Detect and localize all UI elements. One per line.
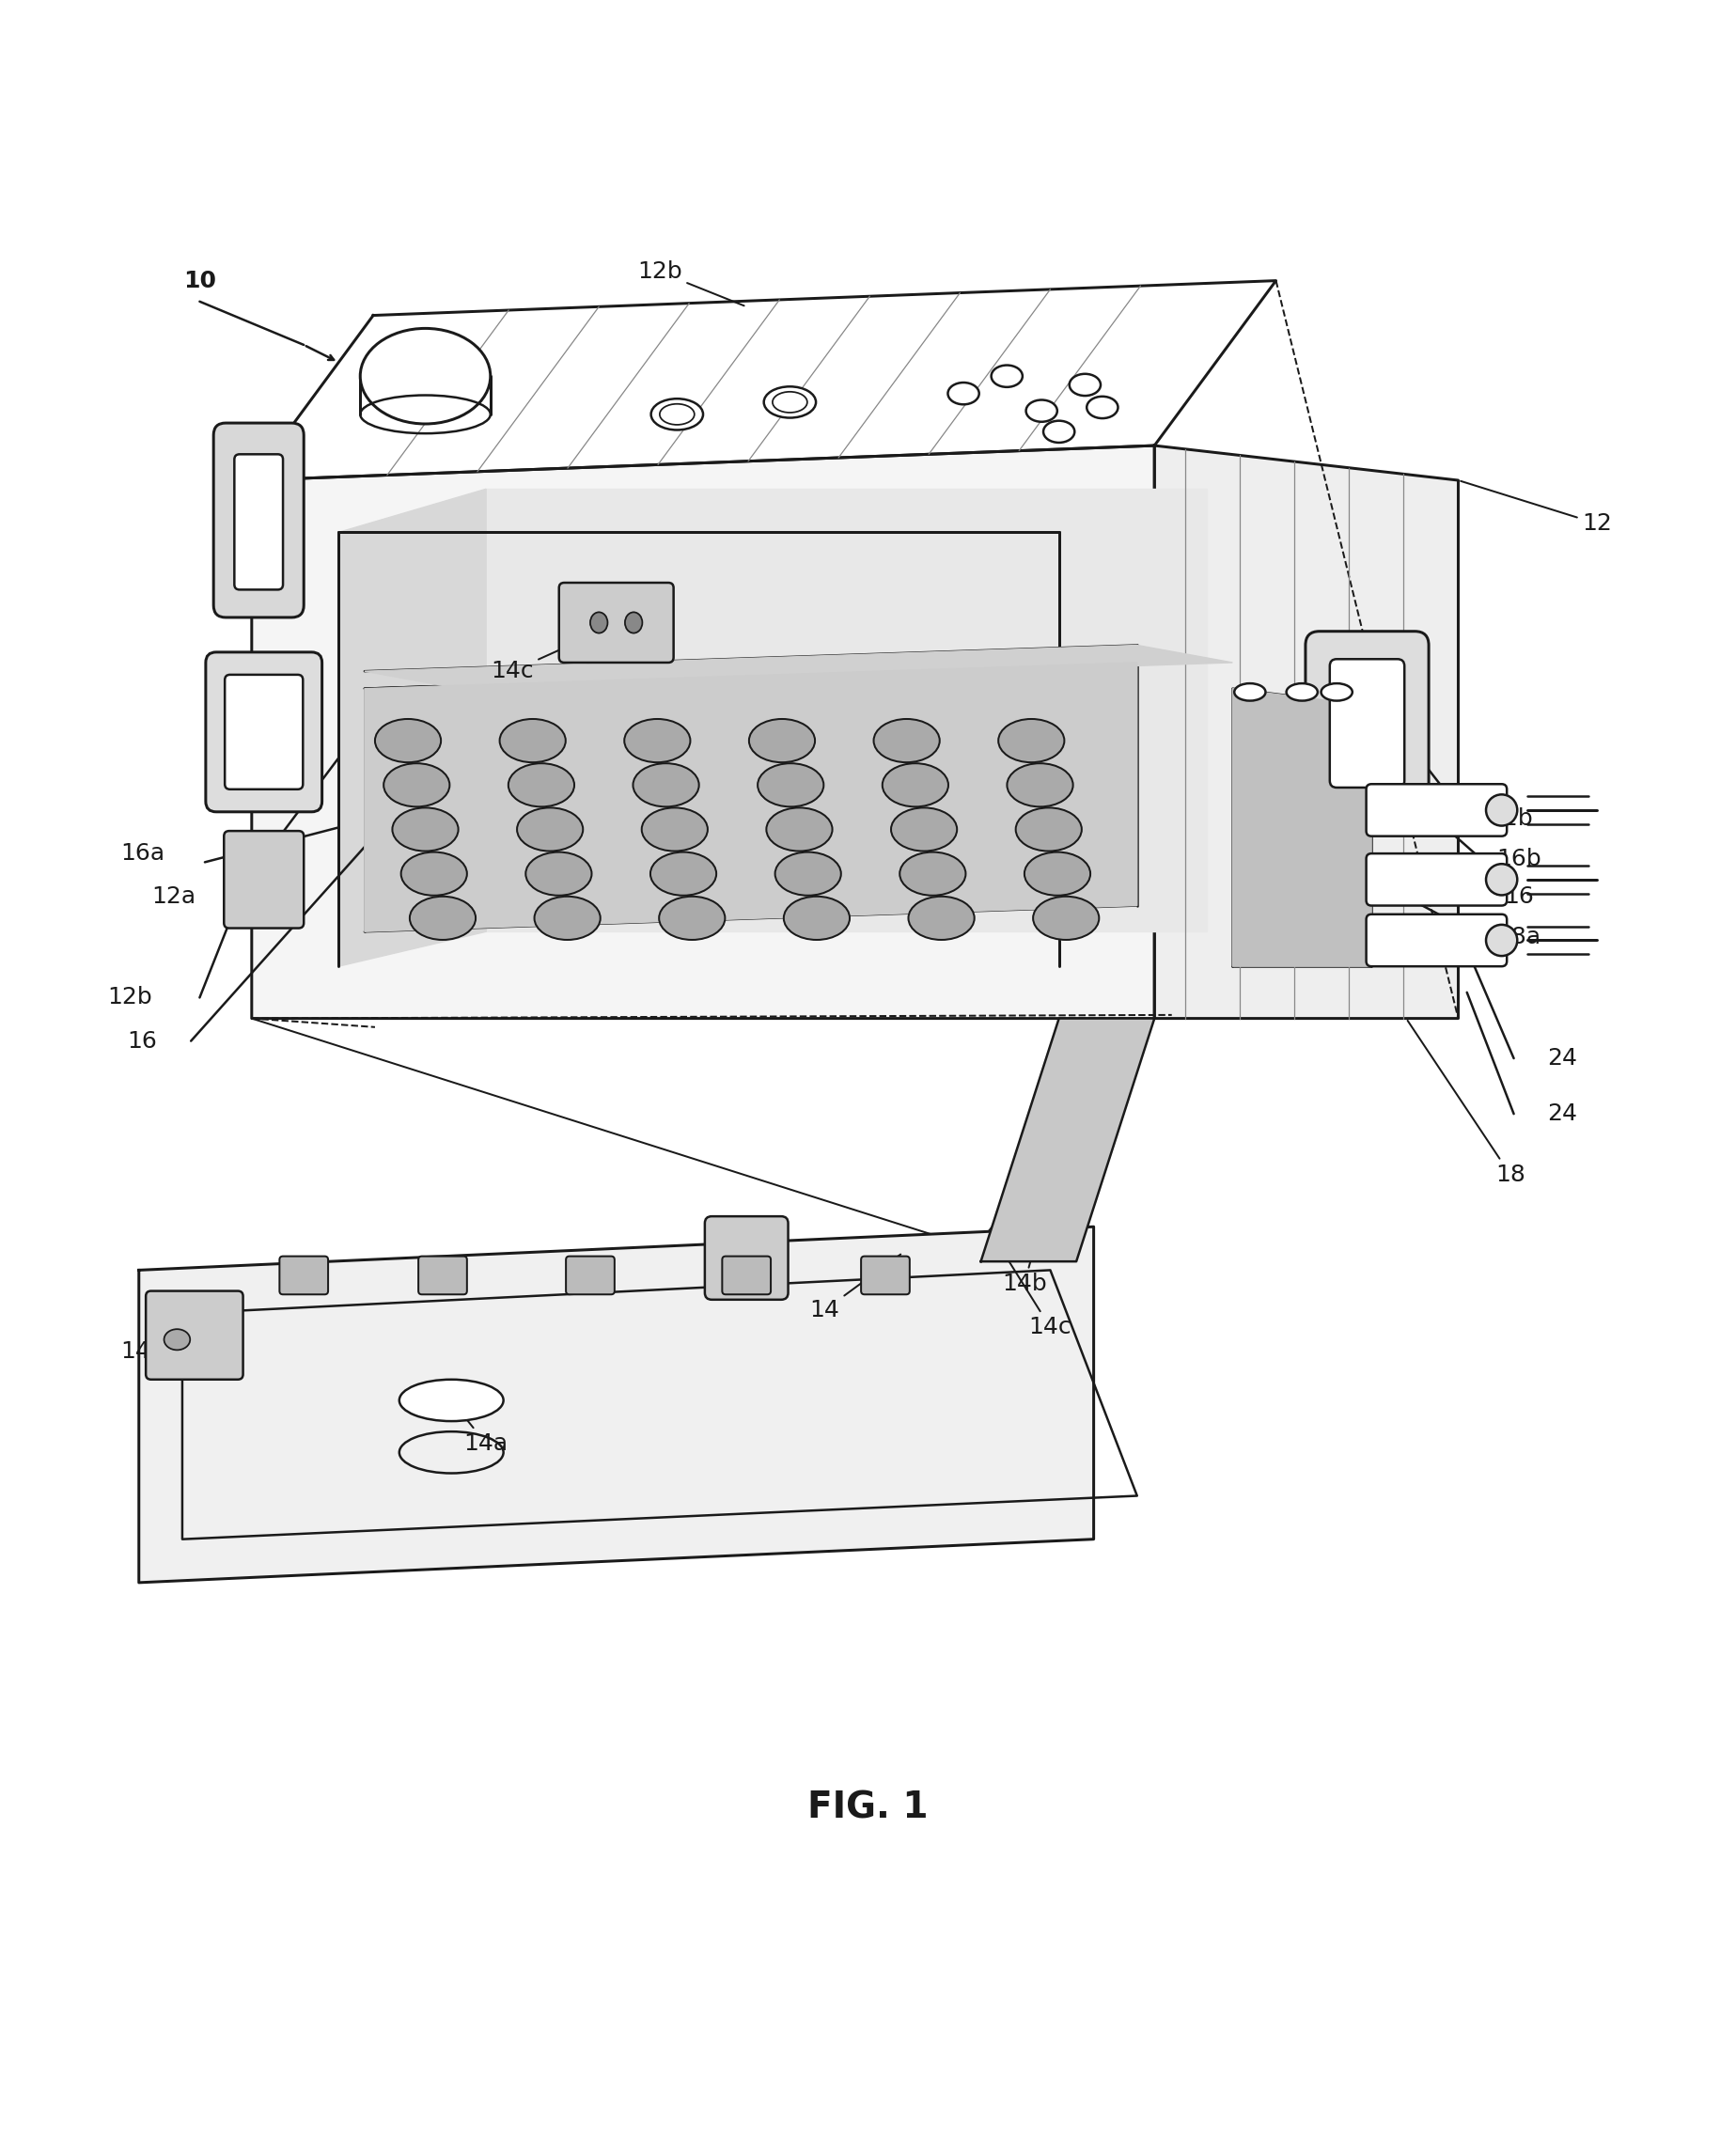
Text: 16: 16 [127, 1030, 158, 1051]
Ellipse shape [948, 383, 979, 405]
Ellipse shape [882, 764, 948, 807]
Text: 12b: 12b [1488, 807, 1533, 831]
Ellipse shape [908, 897, 974, 940]
FancyBboxPatch shape [1330, 659, 1404, 788]
Ellipse shape [899, 852, 965, 895]
Text: 16b: 16b [1496, 848, 1542, 869]
Ellipse shape [526, 852, 592, 895]
Text: 18a: 18a [1496, 925, 1542, 948]
Ellipse shape [774, 852, 840, 895]
Text: 14a: 14a [453, 1402, 509, 1456]
FancyBboxPatch shape [705, 1216, 788, 1300]
Text: 14c: 14c [122, 1340, 163, 1364]
Text: 14c: 14c [491, 625, 615, 683]
Ellipse shape [642, 807, 708, 852]
Ellipse shape [783, 897, 849, 940]
Ellipse shape [509, 764, 575, 807]
Polygon shape [252, 445, 1154, 1019]
Text: 12: 12 [1460, 482, 1613, 535]
Ellipse shape [634, 764, 700, 807]
FancyBboxPatch shape [205, 653, 323, 811]
Ellipse shape [998, 719, 1064, 762]
Ellipse shape [1234, 683, 1266, 700]
Ellipse shape [757, 764, 823, 807]
Polygon shape [365, 662, 1137, 931]
Ellipse shape [1016, 807, 1082, 852]
Polygon shape [339, 488, 486, 966]
Ellipse shape [384, 764, 450, 807]
Ellipse shape [1486, 794, 1517, 826]
Text: 14b: 14b [1002, 1160, 1059, 1295]
FancyBboxPatch shape [861, 1257, 910, 1295]
FancyBboxPatch shape [234, 454, 283, 589]
Polygon shape [365, 644, 1233, 689]
Ellipse shape [651, 398, 703, 430]
Ellipse shape [535, 897, 601, 940]
FancyBboxPatch shape [226, 674, 302, 790]
Text: 10: 10 [184, 270, 215, 291]
Ellipse shape [401, 852, 467, 895]
FancyBboxPatch shape [1305, 632, 1429, 816]
Ellipse shape [1486, 925, 1517, 955]
Ellipse shape [590, 612, 608, 634]
Ellipse shape [873, 719, 939, 762]
FancyBboxPatch shape [1366, 784, 1507, 837]
FancyBboxPatch shape [1366, 854, 1507, 906]
Ellipse shape [748, 719, 814, 762]
Ellipse shape [891, 807, 957, 852]
Text: 14c: 14c [1009, 1261, 1071, 1338]
Ellipse shape [1007, 764, 1073, 807]
Ellipse shape [500, 719, 566, 762]
Polygon shape [981, 1019, 1154, 1261]
Ellipse shape [1069, 375, 1101, 396]
Ellipse shape [764, 388, 816, 417]
Ellipse shape [1033, 897, 1099, 940]
Ellipse shape [410, 897, 476, 940]
Ellipse shape [517, 807, 583, 852]
Ellipse shape [625, 719, 691, 762]
Text: FIG. 1: FIG. 1 [807, 1790, 929, 1826]
Polygon shape [1154, 445, 1458, 1019]
FancyBboxPatch shape [722, 1257, 771, 1295]
FancyBboxPatch shape [1366, 914, 1507, 966]
Polygon shape [139, 1227, 1094, 1582]
Ellipse shape [1486, 865, 1517, 895]
Ellipse shape [375, 719, 441, 762]
Polygon shape [1233, 689, 1371, 966]
Text: 18: 18 [1408, 1021, 1526, 1186]
Ellipse shape [766, 807, 832, 852]
FancyBboxPatch shape [566, 1257, 615, 1295]
FancyBboxPatch shape [214, 424, 304, 617]
Text: 12a: 12a [151, 886, 196, 908]
FancyBboxPatch shape [559, 582, 674, 662]
FancyBboxPatch shape [418, 1257, 467, 1295]
Ellipse shape [625, 612, 642, 634]
Polygon shape [252, 280, 1276, 480]
Ellipse shape [361, 328, 491, 424]
FancyBboxPatch shape [279, 1257, 328, 1295]
Text: 12b: 12b [637, 261, 745, 306]
Ellipse shape [1026, 400, 1057, 422]
Text: 16: 16 [1503, 886, 1535, 908]
Ellipse shape [399, 1379, 503, 1422]
Ellipse shape [1321, 683, 1352, 700]
Text: 16a: 16a [120, 841, 165, 865]
Text: 24: 24 [1547, 1103, 1578, 1126]
Text: 12b: 12b [108, 987, 153, 1008]
Ellipse shape [991, 366, 1023, 388]
Ellipse shape [1286, 683, 1318, 700]
Polygon shape [486, 488, 1207, 931]
Ellipse shape [651, 852, 717, 895]
Ellipse shape [1087, 396, 1118, 417]
Ellipse shape [165, 1330, 191, 1351]
FancyBboxPatch shape [146, 1291, 243, 1379]
Ellipse shape [1043, 422, 1075, 443]
Text: 24: 24 [1547, 1047, 1578, 1070]
Ellipse shape [1024, 852, 1090, 895]
FancyBboxPatch shape [224, 831, 304, 929]
Ellipse shape [392, 807, 458, 852]
Ellipse shape [660, 897, 726, 940]
Text: 14: 14 [809, 1255, 901, 1321]
